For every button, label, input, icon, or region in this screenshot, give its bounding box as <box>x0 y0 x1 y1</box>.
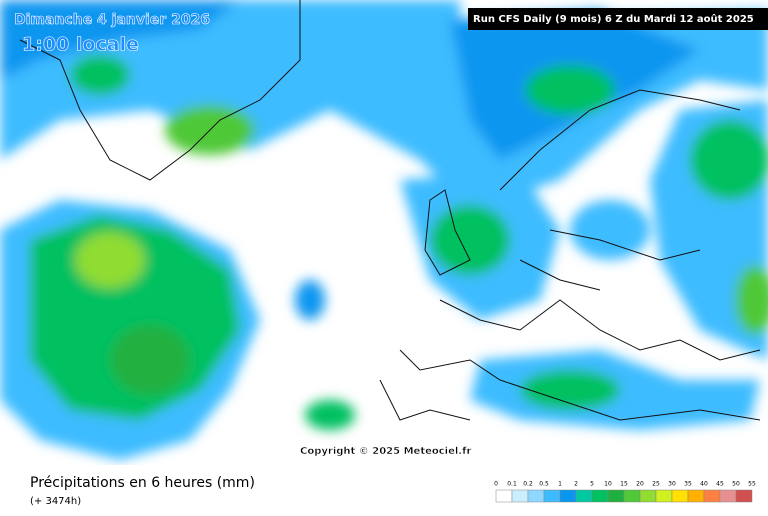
coastlines <box>19 0 761 421</box>
legend-label: 0.5 <box>539 481 549 488</box>
legend-label: 45 <box>716 481 724 488</box>
legend-swatch <box>655 489 673 503</box>
footer-title: Précipitations en 6 heures (mm) <box>30 475 255 491</box>
footer <box>0 465 768 512</box>
legend-label: 50 <box>732 481 740 488</box>
precip-fields <box>0 0 768 460</box>
legend-swatch <box>671 489 689 503</box>
legend-label: 0 <box>494 481 498 488</box>
legend-swatch <box>527 489 545 503</box>
copyright: Copyright © 2025 Meteociel.fr <box>300 446 471 457</box>
run-box <box>468 8 768 30</box>
legend-swatch <box>495 489 513 503</box>
legend-label: 10 <box>604 481 612 488</box>
footer-lead: (+ 3474h) <box>30 496 81 507</box>
legend-label: 2 <box>574 481 578 488</box>
legend-swatch <box>735 489 753 503</box>
legend-label: 15 <box>620 481 628 488</box>
legend-label: 35 <box>684 481 692 488</box>
legend-label: 5 <box>590 481 594 488</box>
legend-swatch <box>623 489 641 503</box>
legend-label: 30 <box>668 481 676 488</box>
legend-swatch <box>575 489 593 503</box>
legend: 0 0.1 0.2 0.5 1 2 5 10 15 20 25 30 35 40 45 50 55 <box>494 481 756 503</box>
legend-swatch <box>703 489 721 503</box>
legend-swatch <box>559 489 577 503</box>
legend-swatch <box>607 489 625 503</box>
legend-swatch <box>591 489 609 503</box>
legend-label: 20 <box>636 481 644 488</box>
legend-label: 0.1 <box>507 481 517 488</box>
legend-swatch <box>719 489 737 503</box>
legend-swatch <box>639 489 657 503</box>
legend-label: 40 <box>700 481 708 488</box>
legend-label: 1 <box>558 481 562 488</box>
legend-label: 0.2 <box>523 481 533 488</box>
time: 1:00 locale <box>22 34 139 56</box>
date: Dimanche 4 janvier 2026 <box>14 12 210 28</box>
legend-label: 55 <box>748 481 756 488</box>
legend-label: 25 <box>652 481 660 488</box>
run-info: Run CFS Daily (9 mois) 6 Z du Mardi 12 a… <box>473 13 754 25</box>
legend-swatch <box>511 489 529 503</box>
legend-swatch <box>543 489 561 503</box>
legend-swatch <box>687 489 705 503</box>
